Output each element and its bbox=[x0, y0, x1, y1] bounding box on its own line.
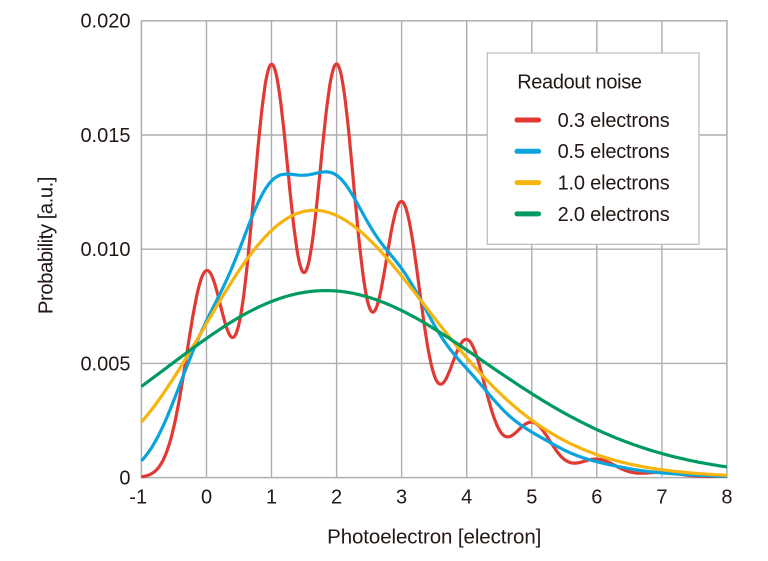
svg-text:-1: -1 bbox=[129, 487, 147, 509]
svg-text:0: 0 bbox=[201, 487, 212, 509]
svg-text:8: 8 bbox=[721, 487, 732, 509]
svg-text:1: 1 bbox=[266, 487, 277, 509]
svg-text:2.0 electrons: 2.0 electrons bbox=[558, 204, 670, 226]
svg-text:Probability [a.u.]: Probability [a.u.] bbox=[35, 177, 58, 314]
svg-text:2: 2 bbox=[331, 487, 342, 509]
svg-text:7: 7 bbox=[656, 487, 667, 509]
svg-text:4: 4 bbox=[461, 487, 472, 509]
svg-text:Photoelectron [electron]: Photoelectron [electron] bbox=[327, 526, 541, 549]
svg-text:5: 5 bbox=[526, 487, 537, 509]
svg-text:1.0 electrons: 1.0 electrons bbox=[558, 173, 670, 195]
svg-text:6: 6 bbox=[591, 487, 602, 509]
svg-text:0.3 electrons: 0.3 electrons bbox=[558, 110, 670, 132]
svg-text:0.5 electrons: 0.5 electrons bbox=[558, 141, 670, 163]
svg-text:0.010: 0.010 bbox=[80, 239, 130, 261]
svg-text:3: 3 bbox=[396, 487, 407, 509]
svg-text:0.015: 0.015 bbox=[80, 125, 130, 147]
svg-text:0.005: 0.005 bbox=[80, 353, 130, 375]
svg-text:0.020: 0.020 bbox=[80, 11, 130, 33]
svg-text:0: 0 bbox=[119, 467, 130, 489]
svg-text:Readout noise: Readout noise bbox=[517, 72, 642, 94]
